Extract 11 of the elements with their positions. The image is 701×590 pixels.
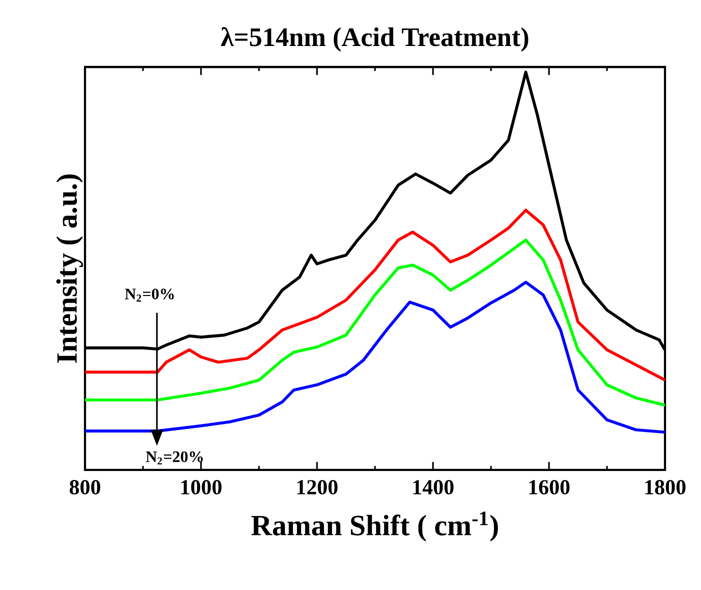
x-tick-label: 1200 (297, 480, 338, 494)
x-axis-title: Raman Shift ( cm$^{-1}$) (251, 512, 498, 542)
y-axis-title: Intensity ( a.u.) (56, 174, 83, 363)
chart-title: λ=514nm (Acid Treatment) (220, 27, 528, 52)
x-tick-label: 800 (70, 480, 100, 494)
x-tick-label: 1000 (181, 480, 222, 494)
x-tick-label: 1400 (413, 480, 454, 494)
annotation: N$_{2}$=20% (146, 451, 203, 464)
x-tick-label: 1600 (529, 480, 570, 494)
x-tick-label: 1800 (645, 480, 686, 494)
annotation: N$_{2}$=0% (124, 288, 174, 302)
